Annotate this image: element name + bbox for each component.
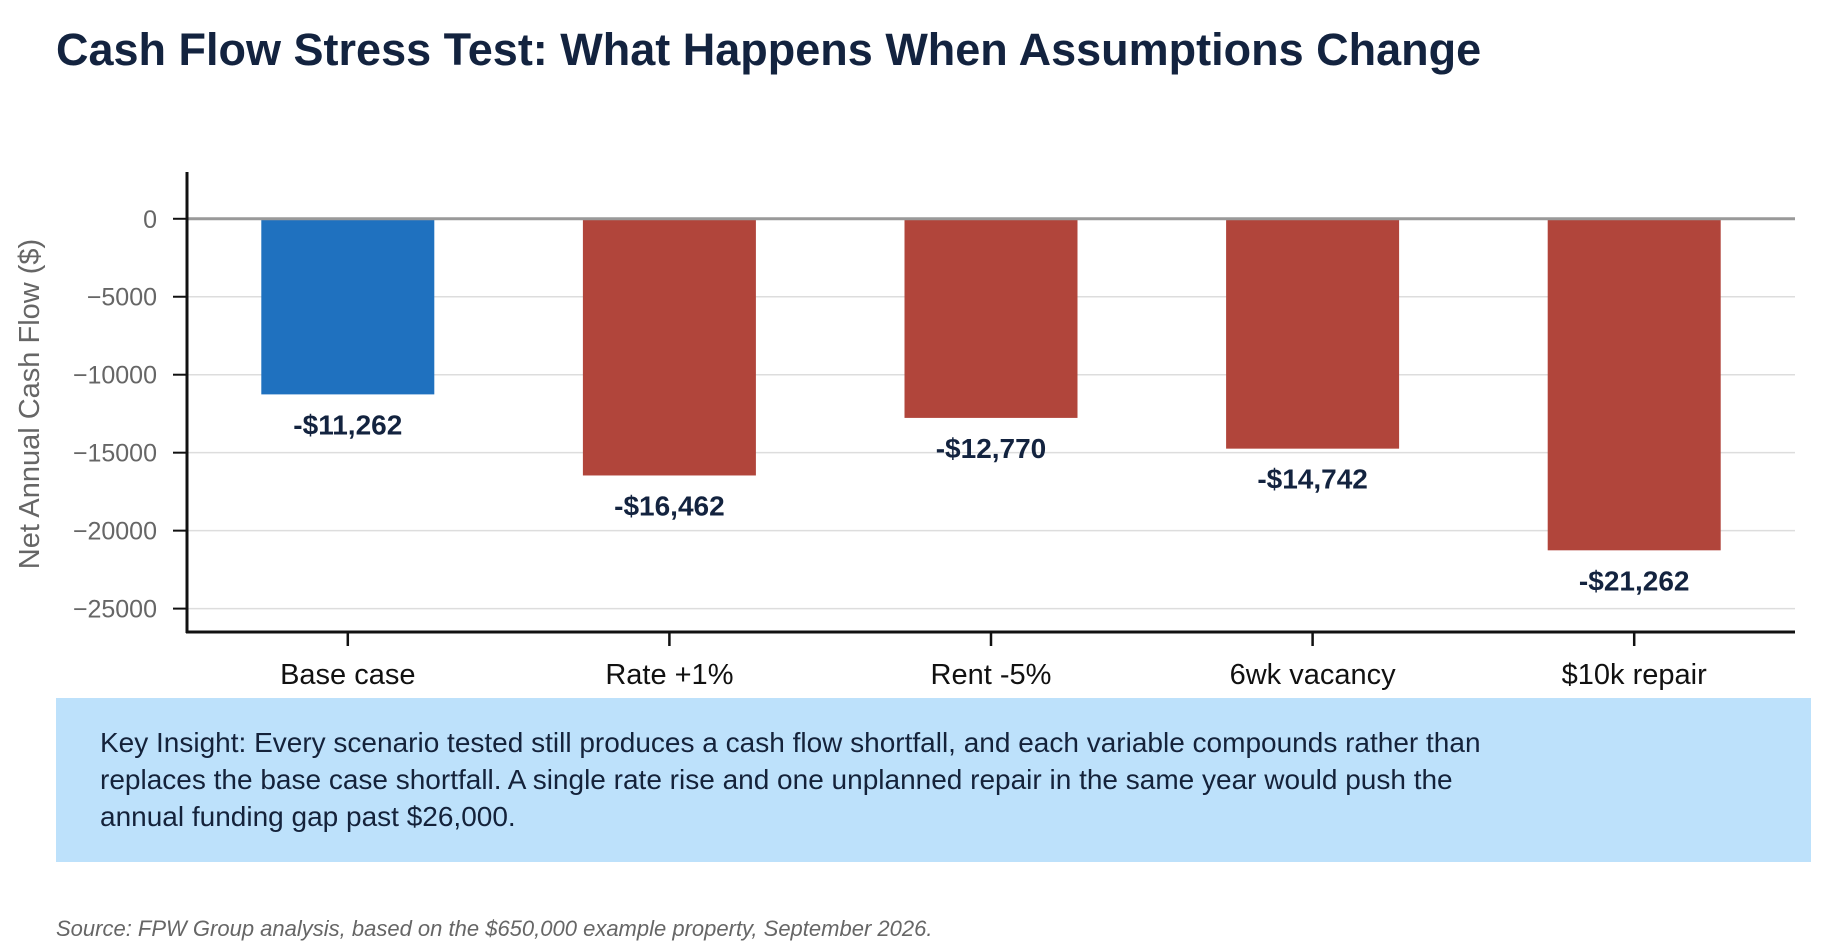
- y-tick-label: −15000: [73, 440, 157, 468]
- key-insight-box: Key Insight: Every scenario tested still…: [56, 698, 1811, 862]
- y-tick-label: −20000: [73, 518, 157, 546]
- bar: [1547, 218, 1721, 551]
- y-tick-label: −5000: [87, 284, 157, 312]
- bar-value-label: -$16,462: [614, 490, 725, 521]
- bar: [582, 218, 756, 476]
- bar-value-label: -$12,770: [936, 433, 1047, 464]
- bar-value-label: -$21,262: [1579, 565, 1690, 596]
- chart-title: Cash Flow Stress Test: What Happens When…: [56, 24, 1482, 75]
- source-note: Source: FPW Group analysis, based on the…: [56, 916, 933, 941]
- y-axis-label: Net Annual Cash Flow ($): [14, 239, 46, 569]
- x-tick-label: 6wk vacancy: [1230, 659, 1397, 691]
- bar: [904, 218, 1078, 418]
- bar-chart: 0 −5000 −10000 −15000 −20000 −25000 -$11,262 Ba…: [14, 172, 1795, 691]
- bar: [261, 218, 435, 395]
- x-tick-label: Base case: [280, 659, 415, 691]
- bar: [1226, 218, 1400, 449]
- x-tick-label: Rent -5%: [931, 659, 1052, 691]
- y-tick-label: 0: [143, 206, 157, 234]
- y-tick-label: −10000: [73, 362, 157, 390]
- bar-value-label: -$11,262: [293, 409, 402, 440]
- x-tick-label: Rate +1%: [605, 659, 733, 691]
- bar-value-label: -$14,742: [1257, 464, 1368, 495]
- y-tick-label: −25000: [73, 596, 157, 624]
- x-tick-label: $10k repair: [1562, 659, 1707, 691]
- key-insight-text: Key Insight: Every scenario tested still…: [100, 727, 1481, 832]
